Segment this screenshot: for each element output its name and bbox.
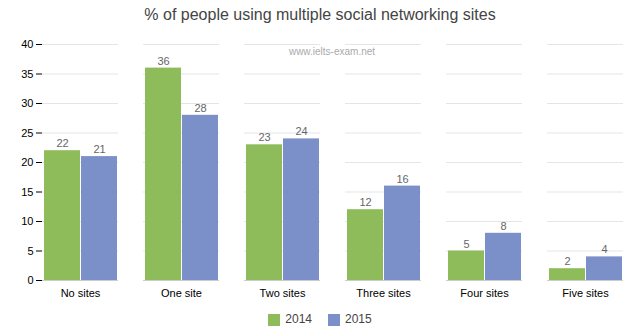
svg-text:2: 2	[564, 255, 570, 267]
svg-text:35: 35	[21, 68, 33, 80]
svg-text:4: 4	[601, 243, 607, 255]
svg-text:16: 16	[396, 173, 408, 185]
svg-text:Five sites: Five sites	[562, 287, 609, 299]
svg-text:40: 40	[21, 38, 33, 50]
svg-text:5: 5	[27, 245, 33, 257]
svg-text:0: 0	[27, 274, 33, 286]
svg-text:Two sites: Two sites	[260, 287, 306, 299]
svg-text:One site: One site	[161, 287, 202, 299]
svg-text:22: 22	[56, 137, 68, 149]
svg-text:28: 28	[194, 102, 206, 114]
svg-text:30: 30	[21, 97, 33, 109]
svg-text:No sites: No sites	[61, 287, 101, 299]
svg-text:23: 23	[258, 131, 270, 143]
html-text:www.ielts-exam.net: www.ielts-exam.net	[288, 46, 376, 57]
svg-text:25: 25	[21, 127, 33, 139]
html-text:2014: 2014	[285, 312, 312, 326]
svg-text:10: 10	[21, 215, 33, 227]
svg-text:Four sites: Four sites	[460, 287, 509, 299]
svg-text:8: 8	[500, 220, 506, 232]
svg-text:5: 5	[463, 238, 469, 250]
svg-text:36: 36	[157, 55, 169, 67]
svg-text:Three sites: Three sites	[356, 287, 411, 299]
svg-text:20: 20	[21, 156, 33, 168]
html-text:2015: 2015	[345, 312, 372, 326]
svg-text:15: 15	[21, 186, 33, 198]
svg-text:21: 21	[93, 143, 105, 155]
html-text:% of people using multiple soc: % of people using multiple social networ…	[144, 6, 496, 23]
svg-text:24: 24	[295, 125, 307, 137]
svg-text:12: 12	[359, 196, 371, 208]
